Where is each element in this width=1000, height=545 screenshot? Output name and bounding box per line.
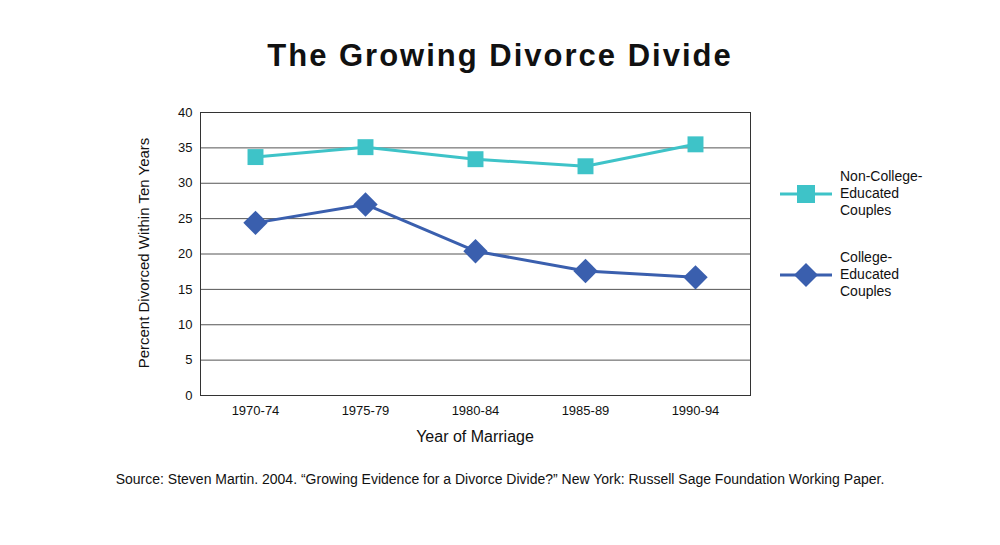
- svg-text:40: 40: [178, 105, 192, 120]
- svg-text:1975-79: 1975-79: [342, 403, 390, 418]
- html-text:Non-College-Educated Couples: Non-College-Educated Couples: [840, 168, 923, 218]
- svg-text:35: 35: [178, 140, 192, 155]
- svg-text:1980-84: 1980-84: [452, 403, 500, 418]
- html-text:Source: Steven Martin. 2004. “: Source: Steven Martin. 2004. “Growing Ev…: [115, 471, 885, 487]
- svg-text:1985-89: 1985-89: [562, 403, 610, 418]
- svg-text:1970-74: 1970-74: [232, 403, 280, 418]
- html-text:Percent Divorced Within Ten Ye: Percent Divorced Within Ten Years: [134, 137, 152, 369]
- svg-text:0: 0: [185, 388, 192, 403]
- html-text:The Growing Divorce Divide: The Growing Divorce Divide: [267, 38, 733, 73]
- svg-text:1990-94: 1990-94: [672, 403, 720, 418]
- svg-text:5: 5: [185, 352, 192, 367]
- svg-text:20: 20: [178, 246, 192, 261]
- svg-text:30: 30: [178, 175, 192, 190]
- svg-text:25: 25: [178, 211, 192, 226]
- svg-text:15: 15: [178, 282, 192, 297]
- html-text:Year of Marriage: Year of Marriage: [416, 428, 534, 445]
- svg-text:10: 10: [178, 317, 192, 332]
- html-text:College-Educated Couples: College-Educated Couples: [840, 249, 900, 299]
